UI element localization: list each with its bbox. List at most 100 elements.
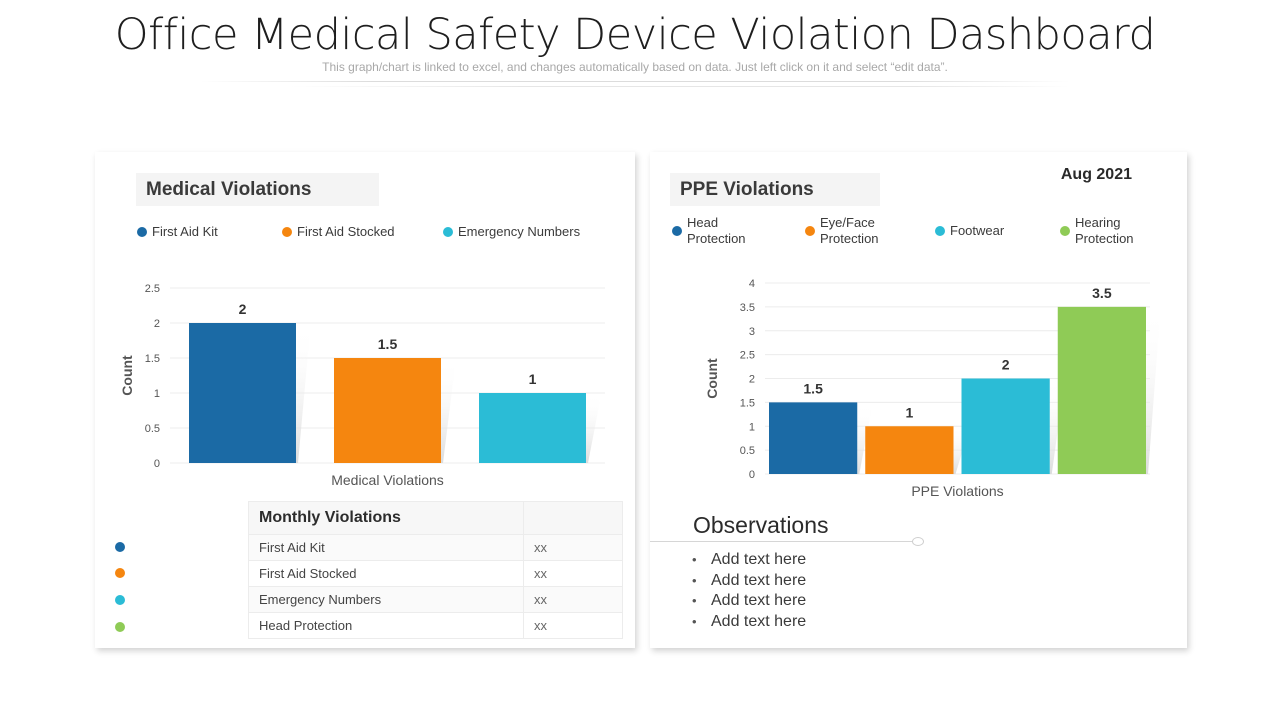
y-tick-label: 3.5 xyxy=(740,302,755,314)
divider-knob-icon xyxy=(912,537,924,546)
legend-label: Emergency Numbers xyxy=(458,224,581,239)
data-label: 2 xyxy=(1002,357,1010,373)
legend-label-line2: Protection xyxy=(820,231,879,246)
data-label: 1.5 xyxy=(803,380,823,396)
row-label: First Aid Kit xyxy=(248,534,524,561)
bar-head-protection[interactable] xyxy=(769,402,858,474)
bar-shadow xyxy=(441,358,455,463)
y-tick-label: 1 xyxy=(154,388,160,400)
y-tick-label: 3 xyxy=(749,326,755,338)
observation-item: Add text here xyxy=(692,591,806,612)
legend-item-eye-face-protection: Eye/Face Protection xyxy=(805,215,879,247)
y-tick-label: 1.5 xyxy=(740,397,755,409)
observations-list: Add text here Add text here Add text her… xyxy=(692,550,806,632)
legend-dot-icon xyxy=(443,226,453,237)
legend-label-line2: Protection xyxy=(1075,231,1134,246)
row-dot-0 xyxy=(115,542,125,552)
data-label: 3.5 xyxy=(1092,285,1112,301)
legend-item-footwear: Footwear xyxy=(935,223,1004,238)
monthly-violations-table: Monthly Violations First Aid Kit xx Firs… xyxy=(248,501,623,639)
row-value: xx xyxy=(523,612,623,639)
y-tick-label: 2 xyxy=(154,318,160,330)
legend-item-head-protection: Head Protection xyxy=(672,215,746,247)
data-label: 1 xyxy=(905,404,913,420)
title-divider xyxy=(200,81,1070,82)
row-dot-2 xyxy=(115,595,125,605)
legend-item-first-aid-kit: First Aid Kit xyxy=(137,224,218,239)
y-axis-label: Count xyxy=(704,358,720,399)
medical-section-title: Medical Violations xyxy=(136,173,379,206)
y-tick-label: 0.5 xyxy=(740,445,755,457)
observation-item: Add text here xyxy=(692,612,806,633)
observation-item: Add text here xyxy=(692,550,806,571)
row-value: xx xyxy=(523,560,623,587)
medical-bar-chart: 0 0.5 1 1.5 2 2.5 2 1.5 1 Medical Violations Count xyxy=(119,283,605,488)
medical-violations-card: Medical Violations First Aid Kit First A… xyxy=(95,152,635,648)
page-subtitle: This graph/chart is linked to excel, and… xyxy=(322,60,948,74)
row-value: xx xyxy=(523,534,623,561)
legend-label: Eye/Face Protection xyxy=(820,215,879,247)
row-value: xx xyxy=(523,586,623,613)
bar-shadow xyxy=(586,393,600,463)
bar-emergency-numbers[interactable] xyxy=(479,393,586,463)
legend-dot-icon xyxy=(1060,226,1070,236)
y-tick-label: 1 xyxy=(749,421,755,433)
legend-label: First Aid Kit xyxy=(152,224,218,239)
y-tick-label: 0 xyxy=(749,469,755,481)
legend-dot-icon xyxy=(137,226,147,237)
y-tick-label: 2.5 xyxy=(145,283,160,295)
bar-shadow xyxy=(1146,306,1160,474)
legend-label-line1: Head xyxy=(687,215,719,230)
legend-label-line1: Hearing xyxy=(1075,215,1121,230)
ppe-bar-chart: 0 0.5 1 1.5 2 2.5 3 3.5 4 1.5 1 2 3.5 PPE Violations C… xyxy=(704,278,1160,499)
legend-label: First Aid Stocked xyxy=(297,224,395,239)
bar-first-aid-kit[interactable] xyxy=(189,323,296,463)
observation-item: Add text here xyxy=(692,571,806,592)
report-date: Aug 2021 xyxy=(1060,166,1132,183)
row-label: Emergency Numbers xyxy=(248,586,524,613)
legend-item-emergency-numbers: Emergency Numbers xyxy=(443,224,580,239)
legend-item-first-aid-stocked: First Aid Stocked xyxy=(282,224,395,239)
data-label: 1 xyxy=(529,371,537,387)
ppe-section-title: PPE Violations xyxy=(670,173,880,206)
bar-hearing-protection[interactable] xyxy=(1057,306,1146,474)
y-tick-label: 2 xyxy=(749,374,755,386)
legend-item-hearing-protection: Hearing Protection xyxy=(1060,215,1134,247)
row-label: First Aid Stocked xyxy=(248,560,524,587)
y-tick-label: 2.5 xyxy=(740,350,755,362)
bar-shadow xyxy=(296,323,310,463)
y-tick-label: 0.5 xyxy=(145,423,160,435)
legend-label: Footwear xyxy=(950,223,1005,238)
page-title: Office Medical Safety Device Violation D… xyxy=(114,10,1156,60)
legend-dot-icon xyxy=(935,225,945,236)
data-label: 2 xyxy=(239,301,247,317)
legend-dot-icon xyxy=(282,226,292,237)
legend-label-line1: Eye/Face xyxy=(820,215,875,230)
bar-eye-face-protection[interactable] xyxy=(865,426,954,474)
data-label: 1.5 xyxy=(378,336,398,352)
ppe-violations-card: PPE Violations Aug 2021 Head Protection … xyxy=(650,152,1187,648)
bar-footwear[interactable] xyxy=(961,378,1050,475)
legend-label: Hearing Protection xyxy=(1075,215,1134,247)
y-tick-label: 0 xyxy=(154,458,160,470)
table-header: Monthly Violations xyxy=(248,501,524,535)
x-axis-label: PPE Violations xyxy=(911,483,1003,499)
medical-legend: First Aid Kit First Aid Stocked Emergenc… xyxy=(137,224,617,244)
table-row: First Aid Kit xx xyxy=(248,534,623,561)
row-dot-3 xyxy=(115,622,125,632)
bar-shadow xyxy=(857,402,872,474)
row-label: Head Protection xyxy=(248,612,524,639)
table-header-row: Monthly Violations xyxy=(248,501,623,535)
observations-divider xyxy=(650,541,918,542)
table-row: First Aid Stocked xx xyxy=(248,560,623,587)
x-axis-label: Medical Violations xyxy=(331,472,444,488)
table-header-value xyxy=(523,501,623,535)
ppe-legend: Head Protection Eye/Face Protection Foot… xyxy=(672,215,1172,249)
legend-dot-icon xyxy=(805,226,815,236)
table-row: Head Protection xx xyxy=(248,612,623,639)
legend-dot-icon xyxy=(672,226,682,236)
legend-label: Head Protection xyxy=(687,215,746,247)
observations-title: Observations xyxy=(693,512,829,538)
bar-first-aid-stocked[interactable] xyxy=(334,358,441,463)
title-divider-secondary xyxy=(290,86,1070,87)
